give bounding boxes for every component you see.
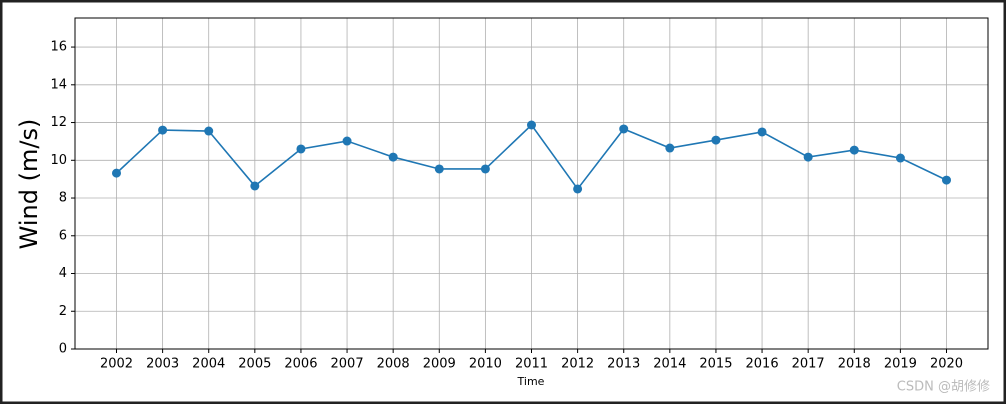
point xyxy=(849,145,859,155)
y-tick-label: 2 xyxy=(59,304,67,319)
watermark: CSDN @胡修修 xyxy=(897,380,990,395)
y-tick-label: 10 xyxy=(50,153,67,168)
point xyxy=(342,136,352,146)
x-tick-label: 2013 xyxy=(607,357,640,372)
y-tick-label: 8 xyxy=(59,191,67,206)
point xyxy=(895,153,905,163)
y-tick-label: 6 xyxy=(59,228,67,243)
x-tick-label: 2019 xyxy=(884,357,917,372)
y-tick-label: 14 xyxy=(50,77,67,92)
point xyxy=(158,125,168,135)
point xyxy=(711,135,721,145)
x-tick-label: 2017 xyxy=(792,357,825,372)
point xyxy=(480,164,490,174)
point xyxy=(665,143,675,153)
x-tick-label: 2007 xyxy=(331,357,364,372)
x-tick-label: 2014 xyxy=(653,357,686,372)
x-tick-label: 2020 xyxy=(930,357,963,372)
point xyxy=(803,152,813,162)
y-axis-label: Wind (m/s) xyxy=(15,119,43,250)
x-tick-label: 2016 xyxy=(746,357,779,372)
x-tick-label: 2003 xyxy=(146,357,179,372)
x-tick-label: 2009 xyxy=(423,357,456,372)
point xyxy=(204,126,214,136)
x-tick-label: 2015 xyxy=(699,357,732,372)
x-tick-label: 2008 xyxy=(377,357,410,372)
x-tick-label: 2012 xyxy=(561,357,594,372)
y-tick-label: 16 xyxy=(50,40,67,55)
y-tick-label: 12 xyxy=(50,115,67,130)
point xyxy=(112,168,121,178)
x-tick-label: 2010 xyxy=(469,357,502,372)
point xyxy=(619,124,629,134)
point xyxy=(573,184,583,194)
x-tick-label: 2006 xyxy=(284,357,317,372)
point xyxy=(757,127,767,137)
point xyxy=(296,144,306,154)
point xyxy=(434,164,444,174)
point xyxy=(527,120,536,130)
x-tick-label: 2002 xyxy=(100,357,133,372)
x-tick-label: 2004 xyxy=(192,357,225,372)
y-tick-label: 4 xyxy=(59,266,67,281)
x-tick-label: 2005 xyxy=(238,357,271,372)
y-tick-label: 0 xyxy=(59,342,67,357)
x-tick-label: 2018 xyxy=(838,357,871,372)
x-tick-label: 2011 xyxy=(515,357,548,372)
point xyxy=(250,181,260,191)
point xyxy=(388,152,398,162)
plot-area xyxy=(74,17,989,350)
x-axis-label: Time xyxy=(517,375,545,388)
point xyxy=(942,175,951,185)
